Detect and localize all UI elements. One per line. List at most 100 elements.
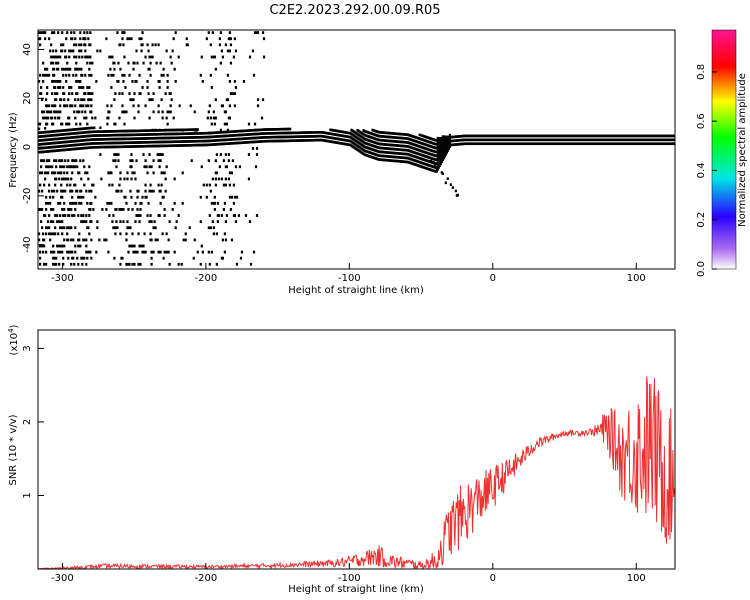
heatmap-cell (162, 73, 165, 77)
heatmap-cell (163, 208, 166, 211)
heatmap-cell (125, 238, 128, 242)
heatmap-cell (211, 220, 214, 224)
heatmap-cell (128, 92, 131, 95)
heatmap-cell (447, 139, 450, 143)
heatmap-cell (435, 169, 438, 173)
heatmap-cell (144, 189, 147, 193)
heatmap-cell (124, 86, 127, 89)
heatmap-cell (133, 244, 136, 248)
heatmap-cell (111, 183, 114, 187)
heatmap-cell (173, 250, 176, 254)
heatmap-cell (440, 141, 443, 144)
heatmap-cell (140, 49, 143, 53)
heatmap-cell (89, 208, 92, 211)
heatmap-cell (162, 67, 165, 71)
heatmap-cell (48, 159, 51, 163)
heatmap-cell (154, 43, 157, 47)
heatmap-cell (155, 61, 158, 65)
heatmap-cell (216, 220, 219, 224)
heatmap-cell (75, 73, 78, 77)
heatmap-cell (80, 201, 83, 205)
heatmap-cell (45, 250, 48, 254)
heatmap-cell (193, 238, 196, 242)
heatmap-cell (159, 159, 162, 163)
heatmap-cell (69, 183, 72, 187)
heatmap-cell (79, 37, 82, 41)
heatmap-cell (149, 183, 152, 187)
heatmap-cell (108, 55, 111, 59)
colorbar-ticks: 0.0 0.2 0.4 0.6 0.8 (696, 64, 717, 277)
heatmap-cell (39, 171, 42, 175)
heatmap-cell (86, 256, 89, 260)
heatmap-cell (131, 232, 134, 236)
y-tick-label: -40 (22, 236, 33, 252)
heatmap-cell (127, 250, 130, 254)
heatmap-cell (53, 189, 56, 193)
heatmap-cell (160, 98, 163, 102)
heatmap-cell (164, 177, 167, 181)
heatmap-cell (149, 98, 152, 102)
heatmap-cell (123, 177, 126, 181)
heatmap-cell (130, 98, 133, 102)
heatmap-cell (146, 79, 149, 83)
heatmap-cell (81, 98, 84, 102)
heatmap-cell (117, 159, 120, 163)
heatmap-cell (168, 262, 171, 266)
heatmap-cell (39, 244, 42, 248)
heatmap-cell (80, 67, 83, 71)
heatmap-cell (435, 146, 438, 150)
heatmap-cell (437, 150, 440, 154)
heatmap-cell (228, 79, 232, 83)
heatmap-cell (49, 165, 52, 169)
heatmap-cell (46, 86, 49, 89)
heatmap-cell (224, 238, 227, 242)
heatmap-cell (208, 262, 211, 266)
heatmap-cell (88, 67, 91, 71)
y-tick-label: 40 (22, 43, 33, 56)
heatmap-cell (58, 177, 61, 181)
heatmap-cell (78, 171, 81, 175)
heatmap-cell (439, 154, 442, 158)
heatmap-cell (233, 37, 237, 41)
heatmap-cell (63, 226, 66, 230)
heatmap-cell (207, 110, 210, 114)
heatmap-cell (152, 110, 155, 114)
heatmap-cell (99, 126, 102, 130)
heatmap-cell (238, 165, 242, 169)
heatmap-cell (86, 61, 89, 65)
heatmap-cell (222, 159, 225, 163)
heatmap-cell (438, 148, 441, 152)
heatmap-cell (73, 31, 76, 35)
heatmap-cell (79, 79, 82, 83)
heatmap-cell (40, 165, 43, 169)
heatmap-cell (99, 153, 102, 156)
heatmap-cell (60, 171, 63, 175)
heatmap-cell (52, 61, 55, 65)
heatmap-cell (144, 55, 147, 59)
heatmap-cell (167, 250, 170, 254)
heatmap-cell (229, 61, 233, 65)
heatmap-cell (62, 67, 65, 71)
heatmap-cell (88, 189, 91, 193)
heatmap-cell (71, 214, 74, 217)
heatmap-cell (51, 189, 54, 193)
heatmap-cell (211, 31, 214, 35)
heatmap-cell (119, 67, 122, 71)
heatmap-cell (289, 127, 292, 131)
heatmap-cell (92, 183, 95, 187)
heatmap-cell (445, 139, 448, 143)
heatmap-cell (121, 73, 124, 77)
heatmap-cell (62, 189, 65, 193)
y-tick-label: 2 (22, 419, 33, 425)
heatmap-cell (91, 61, 94, 65)
heatmap-cell (57, 110, 60, 114)
heatmap-cell (45, 208, 48, 211)
heatmap-cell (78, 43, 81, 47)
heatmap-cell (56, 220, 59, 224)
heatmap-cell (132, 104, 135, 108)
heatmap-cell (80, 43, 83, 47)
heatmap-cell (223, 232, 226, 236)
heatmap-cell (59, 165, 62, 169)
heatmap-cell (71, 104, 74, 108)
heatmap-cell (136, 208, 139, 211)
